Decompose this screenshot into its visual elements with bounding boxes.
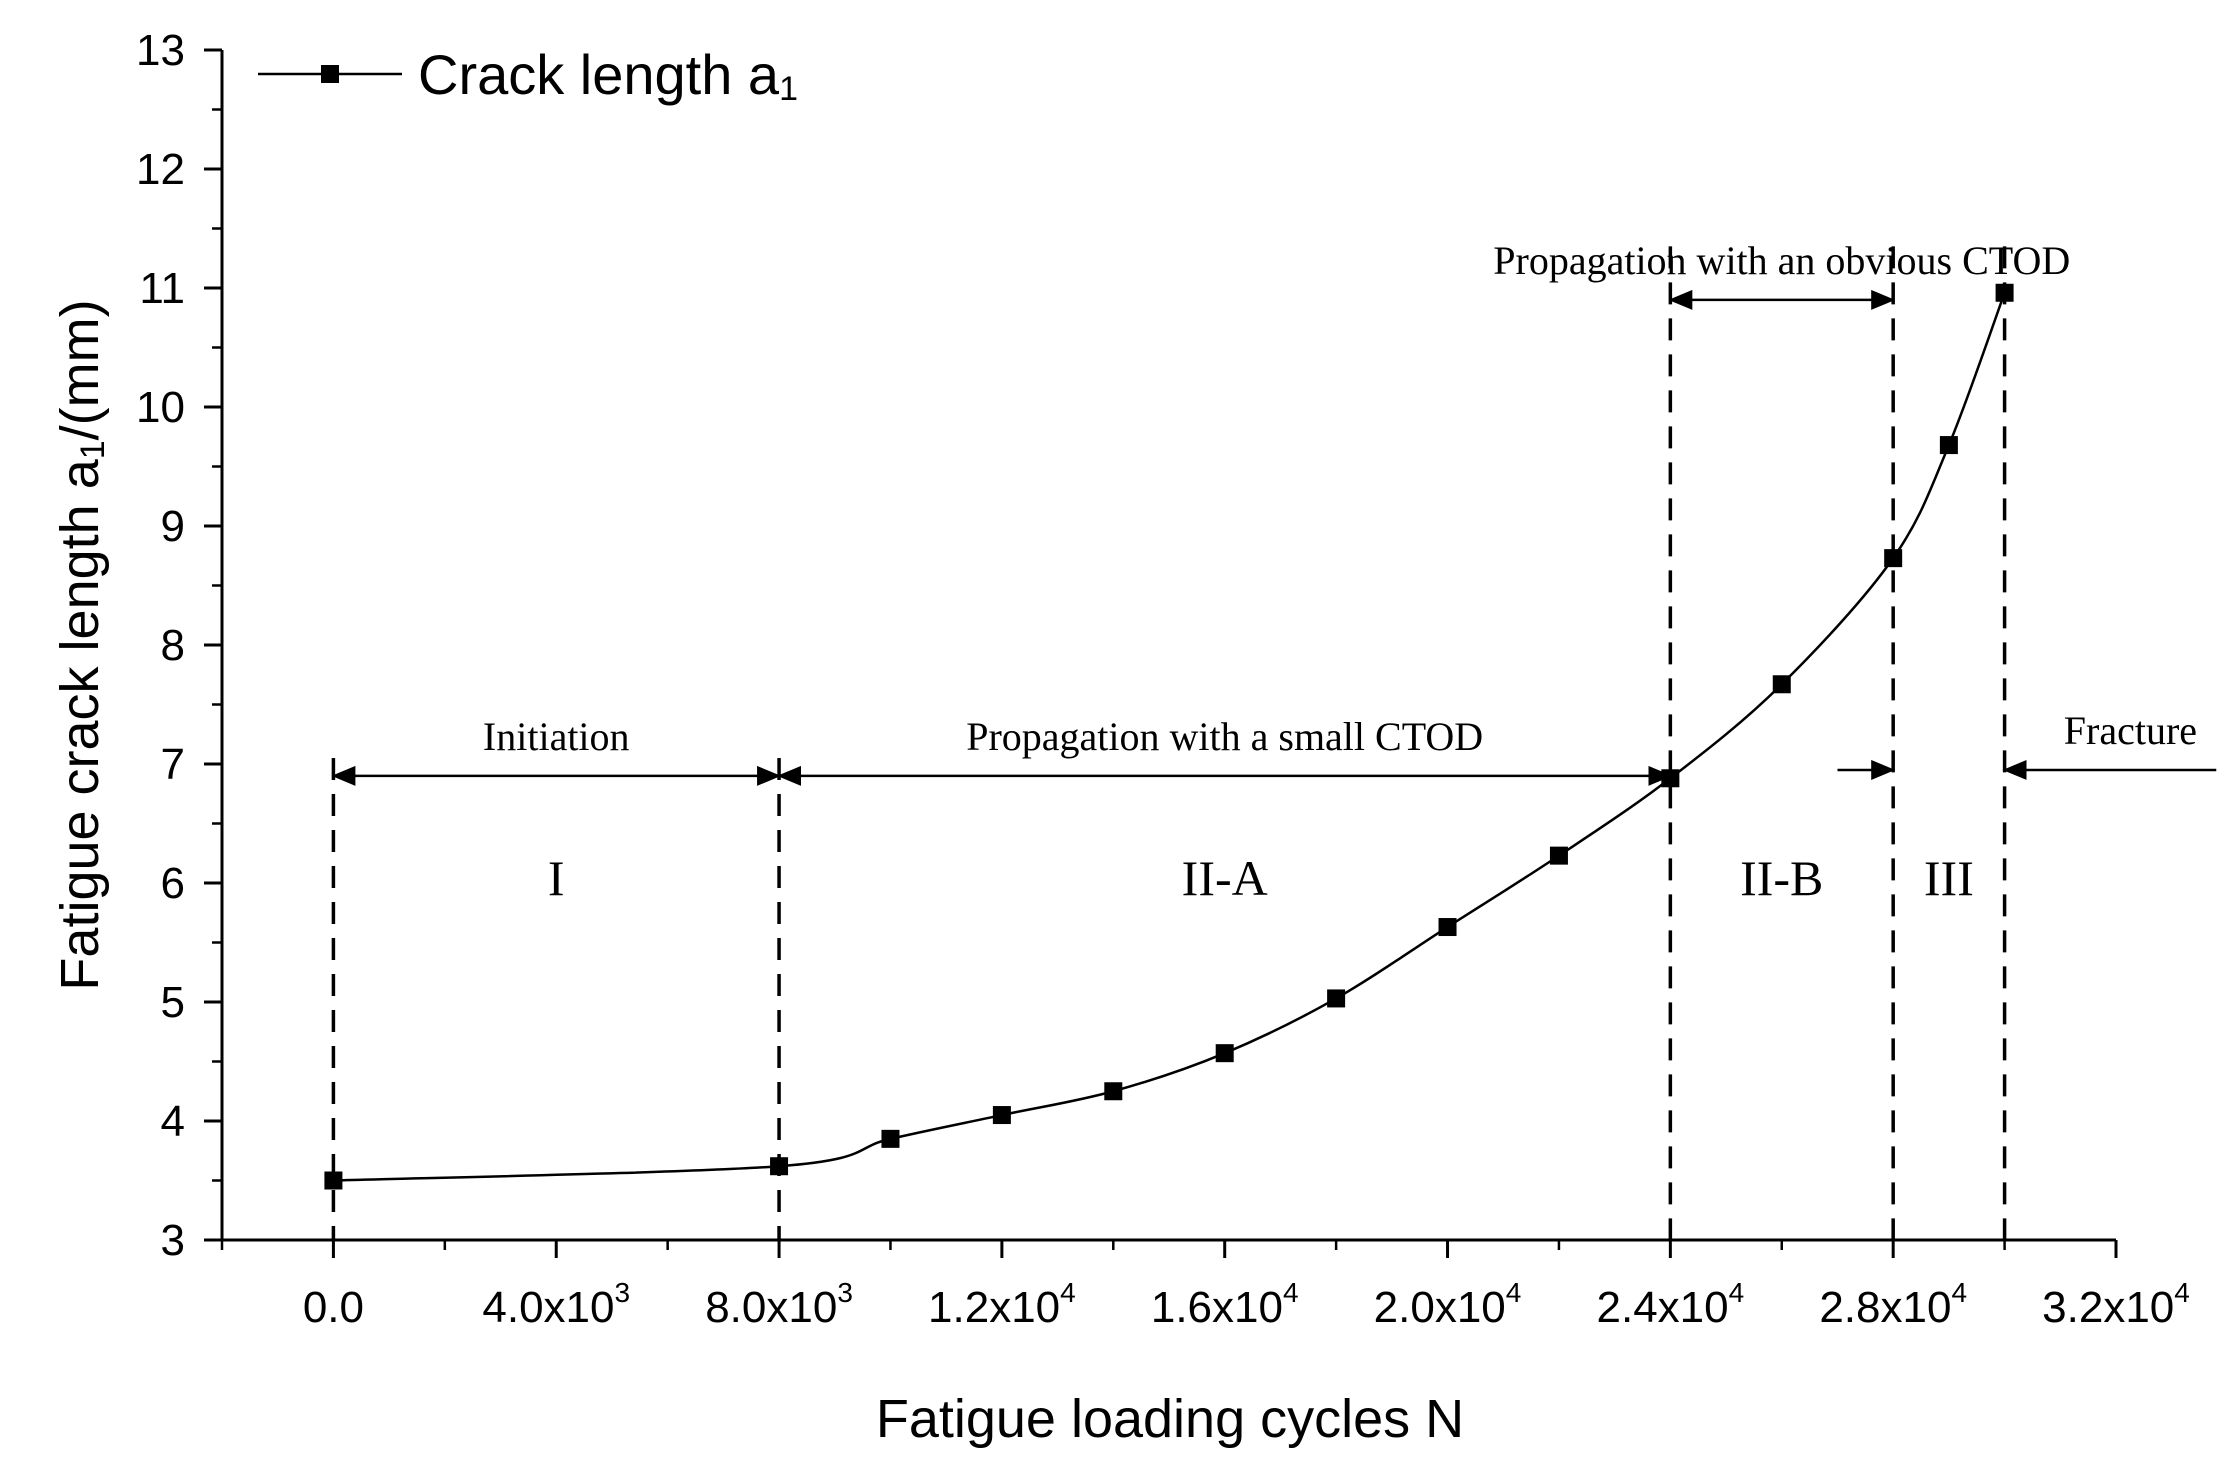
data-point-12: [1939, 436, 1958, 455]
stage-label-0: I: [548, 850, 565, 906]
data-point-10: [1772, 675, 1791, 694]
legend-label: Crack length a1: [418, 43, 798, 108]
y-tick-label-8: 11: [139, 264, 185, 313]
y-axis-label: Fatigue crack length a1/(mm): [50, 299, 112, 990]
stage-label-1: II-A: [1182, 850, 1268, 906]
series-crack-length: [324, 283, 2014, 1190]
y-tick-label-2: 5: [161, 978, 185, 1027]
data-point-8: [1549, 846, 1568, 865]
stage-labels: I II-A II-B III: [548, 850, 1974, 906]
x-tick-label-5: 2.0x104: [1374, 1277, 1522, 1332]
data-point-6: [1327, 989, 1346, 1008]
data-point-0: [324, 1171, 343, 1190]
legend-marker: [321, 65, 339, 83]
y-tick-label-1: 4: [161, 1097, 185, 1146]
stage-label-3: III: [1924, 850, 1974, 906]
y-tick-label-4: 7: [161, 740, 185, 789]
x-tick-label-1: 4.0x103: [482, 1277, 630, 1332]
stage-label-2: II-B: [1740, 850, 1823, 906]
data-point-5: [1215, 1044, 1234, 1063]
x-tick-label-0: 0.0: [303, 1283, 364, 1332]
annotation-label-1: Propagation with a small CTOD: [966, 714, 1483, 759]
x-axis-label: Fatigue loading cycles N: [876, 1389, 1464, 1449]
x-tick-label-3: 1.2x104: [928, 1277, 1076, 1332]
x-tick-label-8: 3.2x104: [2042, 1277, 2190, 1332]
y-tick-label-9: 12: [136, 145, 185, 194]
annotation-label-2: Propagation with an obvious CTOD: [1493, 238, 2070, 283]
y-tick-label-10: 13: [136, 26, 185, 75]
x-tick-label-2: 8.0x103: [705, 1277, 853, 1332]
data-point-1: [770, 1157, 789, 1176]
y-tick-label-6: 9: [161, 502, 185, 551]
y-tick-label-3: 6: [161, 859, 185, 908]
data-point-4: [1104, 1082, 1123, 1101]
data-point-9: [1661, 769, 1680, 788]
data-point-3: [992, 1106, 1011, 1125]
y-tick-label-0: 3: [161, 1216, 185, 1265]
axes: [220, 50, 2116, 1242]
annotations: Initiation Propagation with a small CTOD P…: [331, 238, 2217, 786]
annotation-label-0: Initiation: [483, 714, 630, 759]
y-tick-label-7: 10: [136, 383, 185, 432]
series-line-0: [333, 292, 2006, 1182]
legend: Crack length a1: [258, 43, 798, 108]
data-point-11: [1884, 549, 1903, 568]
y-axis-ticks: 3 4 5 6 7 8 9 10 11 12 13: [136, 26, 222, 1265]
annotation-label-4: Fracture: [2064, 708, 2197, 753]
x-tick-label-6: 2.4x104: [1597, 1277, 1745, 1332]
data-point-13: [1995, 283, 2014, 302]
data-point-2: [881, 1129, 900, 1148]
y-tick-label-5: 8: [161, 621, 185, 670]
x-tick-label-4: 1.6x104: [1151, 1277, 1299, 1332]
x-tick-label-7: 2.8x104: [1819, 1277, 1967, 1332]
x-axis-ticks: 0.0 4.0x103 8.0x103 1.2x104 1.6x104 2.0x104 2.…: [220, 1240, 2190, 1332]
data-point-7: [1438, 918, 1457, 937]
